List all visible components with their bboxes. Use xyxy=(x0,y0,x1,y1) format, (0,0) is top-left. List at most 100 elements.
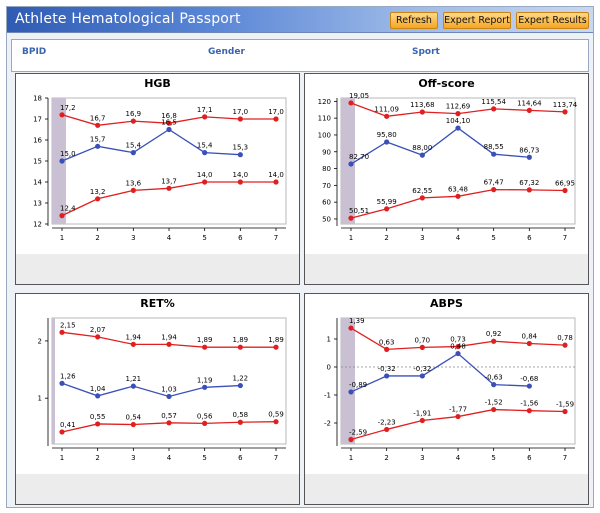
value-point xyxy=(237,152,243,158)
lower-data-label: 13,7 xyxy=(161,177,177,185)
upper-data-label: 113,68 xyxy=(410,101,435,109)
y-tick-label: 100 xyxy=(318,131,331,139)
upper-data-label: 17,0 xyxy=(268,108,284,116)
value-point xyxy=(130,383,136,389)
value-data-label: 15,0 xyxy=(60,150,76,158)
lower-point xyxy=(202,179,208,185)
value-series-line xyxy=(61,128,241,162)
upper-data-label: 112,69 xyxy=(446,103,471,111)
lower-point xyxy=(273,419,279,425)
lower-data-label: 67,47 xyxy=(484,179,504,187)
lower-point xyxy=(237,179,243,185)
upper-data-label: 0,63 xyxy=(379,338,395,346)
chart-panel-ret: RET% 1 2 1 2 3 4 5 6 7 2,15 2,07 1,94 1,94 1,89 1,89 1,… xyxy=(15,293,300,505)
value-data-label: 104,10 xyxy=(446,117,471,125)
upper-data-label: 111,09 xyxy=(374,105,399,113)
upper-point xyxy=(130,341,136,347)
lower-data-label: 0,55 xyxy=(90,413,106,421)
chart-footer xyxy=(305,474,588,504)
value-point xyxy=(526,154,532,160)
expert-report-button[interactable]: Expert Report xyxy=(443,12,511,29)
x-tick-label: 3 xyxy=(131,454,135,462)
upper-point xyxy=(348,100,354,106)
lower-data-label: 12,4 xyxy=(60,205,76,213)
x-tick-label: 7 xyxy=(274,234,278,242)
y-tick-label: 0 xyxy=(327,364,331,372)
upper-data-label: 0,92 xyxy=(486,330,502,338)
x-tick-label: 7 xyxy=(274,454,278,462)
chart-title: HGB xyxy=(144,77,171,90)
upper-data-label: 1,94 xyxy=(126,333,142,341)
lower-point xyxy=(491,406,497,413)
upper-data-label: 113,74 xyxy=(553,101,578,109)
lower-point xyxy=(419,417,425,424)
chart-panel-off-score: Off-score 50 60 70 80 90 100 110 120 1 2 3 4 5 6 7 19,0… xyxy=(304,73,589,285)
value-point xyxy=(95,143,101,149)
upper-point xyxy=(491,338,497,344)
x-tick-label: 1 xyxy=(60,234,64,242)
upper-point xyxy=(237,116,243,122)
value-data-label: 95,80 xyxy=(377,131,397,139)
lower-data-label: -1,56 xyxy=(520,400,539,408)
y-tick-label: 17 xyxy=(33,116,42,124)
lower-data-label: -2,59 xyxy=(349,429,367,437)
lower-point xyxy=(455,193,461,199)
lower-data-label: -1,77 xyxy=(449,406,467,414)
plot-area xyxy=(340,317,576,445)
upper-point xyxy=(348,325,354,331)
lower-data-label: 63,48 xyxy=(448,185,468,193)
expert-results-button[interactable]: Expert Results xyxy=(516,12,589,29)
value-data-label: 1,21 xyxy=(126,375,142,383)
y-tick-label: 110 xyxy=(318,115,331,123)
upper-point xyxy=(273,116,279,122)
lower-data-label: 55,99 xyxy=(377,198,397,206)
upper-data-label: 16,9 xyxy=(126,110,142,118)
y-tick-label: -2 xyxy=(324,420,331,428)
y-tick-label: 50 xyxy=(322,215,331,223)
upper-point xyxy=(384,113,390,119)
upper-point xyxy=(166,120,172,126)
x-tick-label: 2 xyxy=(384,454,388,462)
upper-data-label: 2,07 xyxy=(90,326,106,334)
passport-window: Athlete Hematological Passport Refresh E… xyxy=(6,6,594,508)
x-tick-label: 2 xyxy=(384,234,388,242)
value-data-label: -0,89 xyxy=(349,381,367,389)
x-tick-label: 6 xyxy=(238,454,243,462)
plot-area xyxy=(340,97,576,225)
value-point xyxy=(384,373,390,379)
y-tick-label: 18 xyxy=(33,95,42,103)
value-point xyxy=(166,393,172,400)
lower-point xyxy=(455,413,461,420)
upper-data-label: 1,39 xyxy=(349,317,365,325)
abps-chart: -2 -1 0 1 1 2 3 4 5 6 7 1,39 0,63 0,70 0,73 0,92 0,84 0,7… xyxy=(324,317,576,462)
upper-data-label: 114,64 xyxy=(517,99,542,107)
upper-data-label: 0,70 xyxy=(415,336,431,344)
value-point xyxy=(202,150,208,156)
lower-data-label: -1,52 xyxy=(485,399,503,407)
y-tick-label: 70 xyxy=(322,182,331,190)
x-tick-label: 4 xyxy=(167,454,172,462)
lower-point xyxy=(348,215,354,221)
upper-point xyxy=(166,341,172,347)
x-tick-label: 6 xyxy=(527,234,532,242)
ret-chart: 1 2 1 2 3 4 5 6 7 2,15 2,07 1,94 1,94 1,89 1,89 1,89 1,2… xyxy=(38,317,287,462)
value-data-label: 16,5 xyxy=(161,119,177,127)
lower-point xyxy=(130,421,136,428)
y-tick-label: 15 xyxy=(33,158,42,166)
value-point xyxy=(455,125,461,131)
value-point xyxy=(455,350,461,357)
value-data-label: -0,63 xyxy=(485,374,503,382)
value-series-line xyxy=(350,127,530,165)
chart-panel-abps: ABPS -2 -1 0 1 1 2 3 4 5 6 7 1,39 0,63 0,70 0,73 0,92 0,… xyxy=(304,293,589,505)
upper-point xyxy=(491,106,497,112)
upper-point xyxy=(95,122,101,128)
value-data-label: 15,4 xyxy=(197,142,213,150)
lower-point xyxy=(384,206,390,212)
lower-data-label: -1,91 xyxy=(413,409,431,417)
refresh-button[interactable]: Refresh xyxy=(390,12,438,29)
value-data-label: 1,19 xyxy=(197,376,213,384)
upper-point xyxy=(273,344,279,350)
value-data-label: 1,22 xyxy=(233,375,249,383)
upper-point xyxy=(455,343,461,350)
